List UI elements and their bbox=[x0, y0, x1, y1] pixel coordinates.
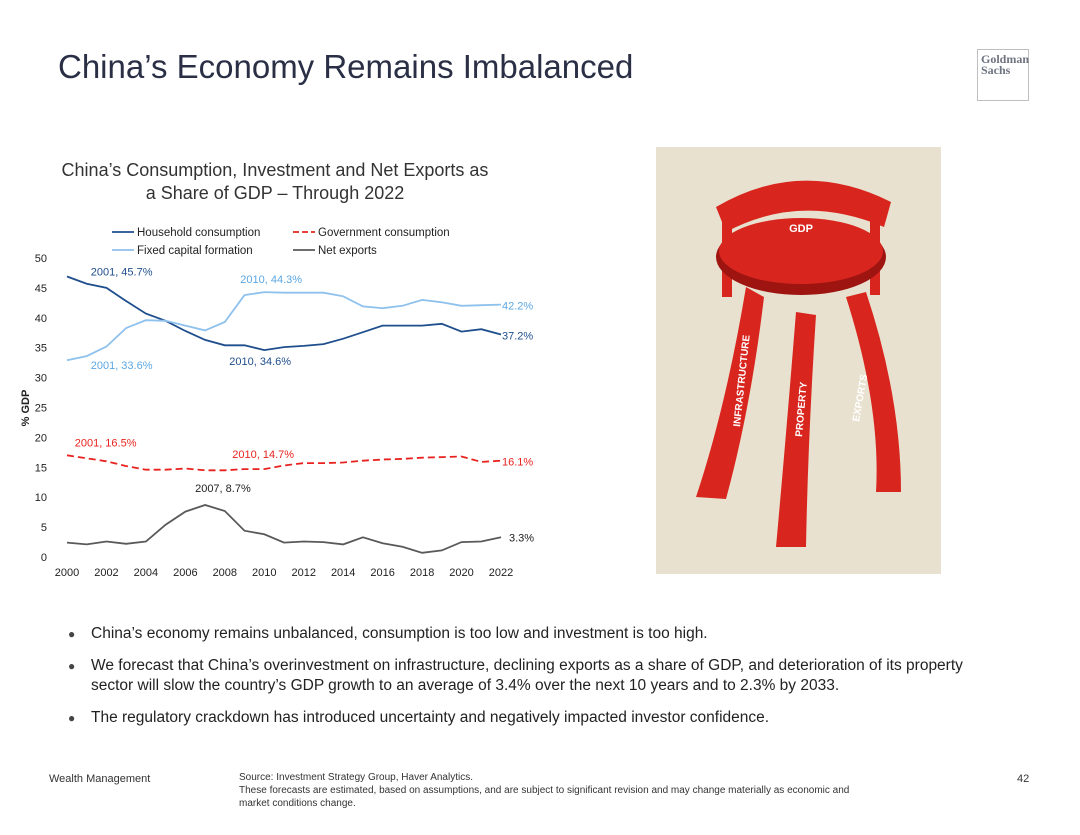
legend-label: Fixed capital formation bbox=[137, 245, 253, 257]
bullet-item: ● We forecast that China’s overinvestment… bbox=[68, 656, 968, 696]
series-line-government-consumption bbox=[66, 454, 502, 472]
bullet-text: China’s economy remains unbalanced, cons… bbox=[91, 625, 708, 642]
x-tick-label: 2008 bbox=[213, 567, 237, 579]
y-tick-label: 10 bbox=[35, 492, 47, 504]
bullet-text: We forecast that China’s overinvestment … bbox=[91, 657, 963, 694]
x-tick-label: 2000 bbox=[55, 567, 79, 579]
bullet-dot-icon: ● bbox=[68, 627, 76, 641]
x-tick-label: 2016 bbox=[370, 567, 394, 579]
chart-title-line-2: a Share of GDP – Through 2022 bbox=[145, 183, 405, 203]
y-tick-label: 5 bbox=[41, 522, 47, 534]
leg-label-property: PROPERTY bbox=[794, 381, 810, 437]
logo-line-1: Goldman bbox=[981, 52, 1030, 66]
data-label: 2001, 16.5% bbox=[75, 437, 137, 449]
bullet-item: ● China’s economy remains unbalanced, con… bbox=[68, 624, 968, 644]
x-tick-label: 2004 bbox=[134, 567, 158, 579]
data-label: 2007, 8.7% bbox=[195, 483, 251, 495]
footer-source-line-3: market conditions change. bbox=[239, 798, 356, 809]
bullet-dot-icon: ● bbox=[68, 659, 76, 673]
x-tick-label: 2020 bbox=[449, 567, 473, 579]
data-label: 37.2% bbox=[502, 331, 533, 343]
seat-label: GDP bbox=[789, 223, 813, 235]
three-legged-stool-illustration: GDP INFRASTRUCTURE PROPERTY EXPORTS bbox=[656, 147, 941, 574]
goldman-sachs-logo: Goldman Sachs bbox=[977, 49, 1029, 101]
series-line-household-consumption bbox=[66, 275, 502, 352]
stool-seat bbox=[719, 218, 883, 284]
legend-label: Net exports bbox=[318, 245, 377, 257]
series-line-net-exports bbox=[66, 504, 502, 554]
footer-source-line-2: These forecasts are estimated, based on … bbox=[239, 785, 850, 796]
y-tick-label: 30 bbox=[35, 373, 47, 385]
y-tick-label: 25 bbox=[35, 403, 47, 415]
footer-source-line-1: Source: Investment Strategy Group, Haver… bbox=[239, 772, 473, 783]
data-label: 2010, 44.3% bbox=[240, 274, 302, 286]
bullet-list: ● China’s economy remains unbalanced, con… bbox=[68, 624, 968, 740]
data-label: 16.1% bbox=[502, 457, 533, 469]
data-label: 2010, 34.6% bbox=[229, 356, 291, 368]
x-tick-label: 2012 bbox=[291, 567, 315, 579]
x-tick-label: 2002 bbox=[94, 567, 118, 579]
logo-line-2: Sachs bbox=[981, 63, 1011, 77]
y-tick-label: 20 bbox=[35, 432, 47, 444]
x-tick-label: 2006 bbox=[173, 567, 197, 579]
x-tick-label: 2014 bbox=[331, 567, 355, 579]
gdp-share-line-chart: % GDP 0 5 10 15 20 25 30 35 40 45 50 2000 2002 2004 200… bbox=[20, 227, 534, 579]
y-tick-label: 40 bbox=[35, 313, 47, 325]
bullet-dot-icon: ● bbox=[68, 711, 76, 725]
stool-backrest bbox=[716, 180, 891, 232]
stool-leg-property bbox=[776, 312, 816, 547]
legend-label: Government consumption bbox=[318, 227, 450, 239]
legend-label: Household consumption bbox=[137, 227, 260, 239]
x-tick-label: 2022 bbox=[489, 567, 513, 579]
data-label: 2001, 33.6% bbox=[91, 360, 153, 372]
footer-source: Source: Investment Strategy Group, Haver… bbox=[239, 771, 939, 810]
data-label: 2010, 14.7% bbox=[232, 449, 294, 461]
page-title: China’s Economy Remains Imbalanced bbox=[58, 48, 634, 85]
bullet-item: ● The regulatory crackdown has introduced… bbox=[68, 708, 968, 728]
y-tick-label: 50 bbox=[35, 253, 47, 265]
stool-leg-infrastructure bbox=[696, 287, 764, 499]
data-label: 42.2% bbox=[502, 301, 533, 313]
chart-title-line-1: China’s Consumption, Investment and Net … bbox=[61, 160, 489, 180]
x-tick-label: 2010 bbox=[252, 567, 276, 579]
y-tick-label: 45 bbox=[35, 283, 47, 295]
footer-brand: Wealth Management bbox=[49, 773, 151, 785]
y-tick-label: 15 bbox=[35, 462, 47, 474]
data-label: 2001, 45.7% bbox=[91, 267, 153, 279]
stool-leg-exports bbox=[846, 292, 901, 492]
data-label: 3.3% bbox=[509, 532, 534, 544]
bullet-text: The regulatory crackdown has introduced … bbox=[91, 709, 770, 726]
page-number: 42 bbox=[1017, 773, 1030, 785]
y-tick-label: 35 bbox=[35, 343, 47, 355]
series-line-fixed-capital-formation bbox=[66, 291, 502, 362]
y-tick-label: 0 bbox=[41, 552, 47, 564]
x-tick-label: 2018 bbox=[410, 567, 434, 579]
chart-title: China’s Consumption, Investment and Net … bbox=[40, 159, 510, 205]
y-axis-label: % GDP bbox=[20, 390, 32, 427]
